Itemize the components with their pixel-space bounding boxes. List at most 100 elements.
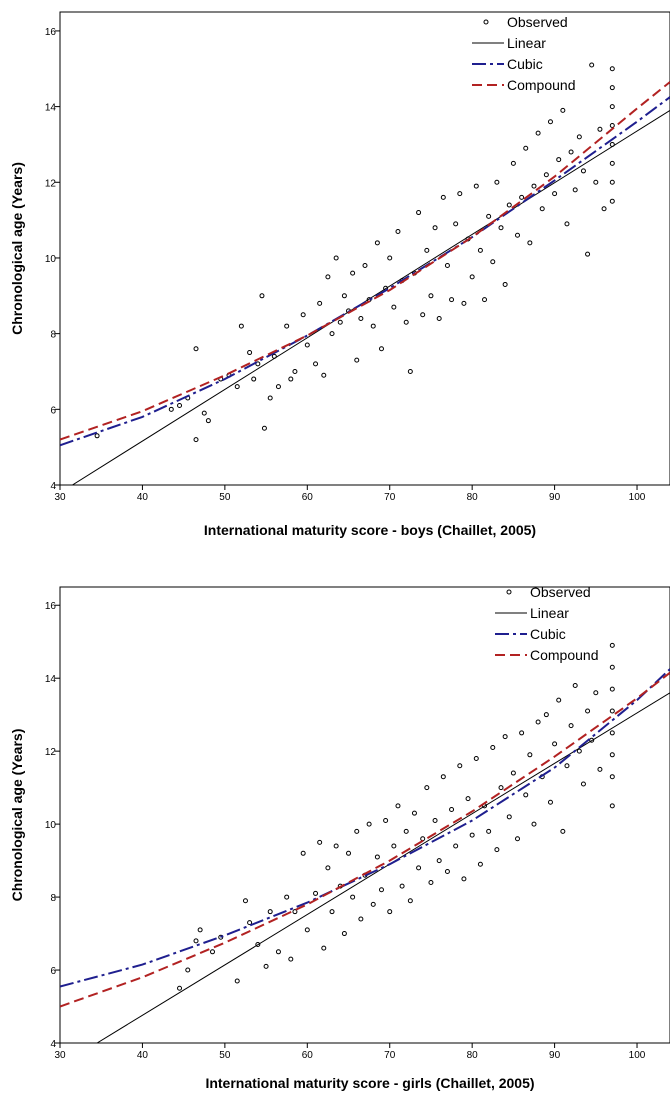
observed-point bbox=[387, 255, 393, 261]
observed-point bbox=[535, 719, 541, 725]
observed-point bbox=[560, 828, 566, 834]
observed-point bbox=[556, 157, 562, 163]
observed-point bbox=[436, 316, 442, 322]
observed-point bbox=[609, 730, 615, 736]
observed-point bbox=[531, 183, 537, 189]
observed-point bbox=[609, 774, 615, 780]
x-tick-label: 100 bbox=[629, 1050, 646, 1061]
observed-point bbox=[609, 104, 615, 110]
observed-point bbox=[313, 890, 319, 896]
observed-point bbox=[494, 179, 500, 185]
observed-point bbox=[284, 894, 290, 900]
observed-point bbox=[609, 664, 615, 670]
observed-point bbox=[444, 263, 450, 269]
observed-point bbox=[539, 206, 545, 212]
observed-point bbox=[337, 319, 343, 325]
observed-point bbox=[589, 62, 595, 68]
observed-point bbox=[94, 433, 100, 439]
legend-label-compound: Compound bbox=[530, 647, 599, 663]
observed-point bbox=[609, 179, 615, 185]
observed-point bbox=[374, 240, 380, 246]
observed-point bbox=[350, 270, 356, 276]
observed-point bbox=[329, 331, 335, 337]
observed-point bbox=[378, 346, 384, 352]
x-tick-label: 60 bbox=[302, 1050, 314, 1061]
observed-point bbox=[461, 300, 467, 306]
observed-point bbox=[251, 376, 257, 382]
observed-point bbox=[576, 748, 582, 754]
observed-point bbox=[490, 745, 496, 751]
observed-point bbox=[490, 259, 496, 265]
observed-point bbox=[234, 978, 240, 984]
observed-point bbox=[263, 963, 269, 969]
observed-point bbox=[523, 145, 529, 151]
x-tick-label: 50 bbox=[219, 1050, 231, 1061]
observed-point bbox=[477, 861, 483, 867]
observed-point bbox=[300, 312, 306, 318]
cubic-fit-line bbox=[60, 668, 670, 988]
x-tick-label: 100 bbox=[629, 492, 646, 503]
observed-point bbox=[609, 803, 615, 809]
observed-point bbox=[469, 274, 475, 280]
observed-point bbox=[391, 843, 397, 849]
observed-point bbox=[498, 785, 504, 791]
y-axis-title: Chronological age (Years) bbox=[9, 729, 25, 902]
legend-marker-observed bbox=[506, 589, 512, 595]
observed-point bbox=[346, 850, 352, 856]
observed-point bbox=[333, 255, 339, 261]
observed-point bbox=[201, 410, 207, 416]
observed-point bbox=[177, 985, 183, 991]
plot-area bbox=[60, 62, 670, 485]
legend-label-linear: Linear bbox=[507, 35, 546, 51]
observed-point bbox=[428, 879, 434, 885]
observed-point bbox=[597, 126, 603, 132]
legend-label-linear: Linear bbox=[530, 605, 569, 621]
observed-point bbox=[292, 909, 298, 915]
observed-point bbox=[354, 357, 360, 363]
observed-point bbox=[317, 839, 323, 845]
y-tick-label: 10 bbox=[45, 254, 57, 265]
observed-point bbox=[325, 865, 331, 871]
y-tick-label: 16 bbox=[45, 601, 57, 612]
observed-point bbox=[329, 909, 335, 915]
x-axis-title: International maturity score - girls (Ch… bbox=[205, 1075, 534, 1091]
observed-point bbox=[580, 168, 586, 174]
observed-point bbox=[366, 821, 372, 827]
observed-point bbox=[535, 130, 541, 136]
plot-area bbox=[60, 642, 670, 1043]
observed-point bbox=[552, 741, 558, 747]
observed-point bbox=[486, 828, 492, 834]
y-tick-label: 8 bbox=[50, 330, 56, 341]
observed-point bbox=[407, 898, 413, 904]
observed-point bbox=[440, 194, 446, 200]
cubic-fit-line bbox=[60, 96, 670, 447]
legend-label-observed: Observed bbox=[530, 584, 591, 600]
y-tick-label: 6 bbox=[50, 966, 56, 977]
legend: Observed Linear Cubic Compound bbox=[495, 584, 599, 663]
y-tick-label: 12 bbox=[45, 178, 57, 189]
observed-point bbox=[580, 781, 586, 787]
observed-point bbox=[354, 828, 360, 834]
observed-point bbox=[242, 898, 248, 904]
observed-point bbox=[477, 247, 483, 253]
observed-point bbox=[510, 160, 516, 166]
observed-point bbox=[473, 183, 479, 189]
observed-point bbox=[259, 293, 265, 299]
x-tick-label: 80 bbox=[467, 1050, 479, 1061]
observed-point bbox=[197, 927, 203, 933]
x-tick-label: 40 bbox=[137, 1050, 149, 1061]
observed-point bbox=[515, 836, 520, 842]
observed-point bbox=[449, 807, 455, 813]
y-tick-label: 12 bbox=[45, 747, 57, 758]
legend-label-cubic: Cubic bbox=[507, 56, 543, 72]
y-tick-label: 10 bbox=[45, 820, 57, 831]
observed-point bbox=[568, 723, 574, 729]
x-axis-title: International maturity score - boys (Cha… bbox=[204, 522, 536, 538]
observed-point bbox=[210, 949, 215, 955]
compound-fit-line bbox=[60, 671, 670, 1008]
observed-point bbox=[313, 361, 319, 367]
observed-point bbox=[378, 887, 384, 893]
x-tick-label: 40 bbox=[137, 492, 149, 503]
observed-point bbox=[238, 323, 244, 329]
observed-point bbox=[403, 319, 409, 325]
